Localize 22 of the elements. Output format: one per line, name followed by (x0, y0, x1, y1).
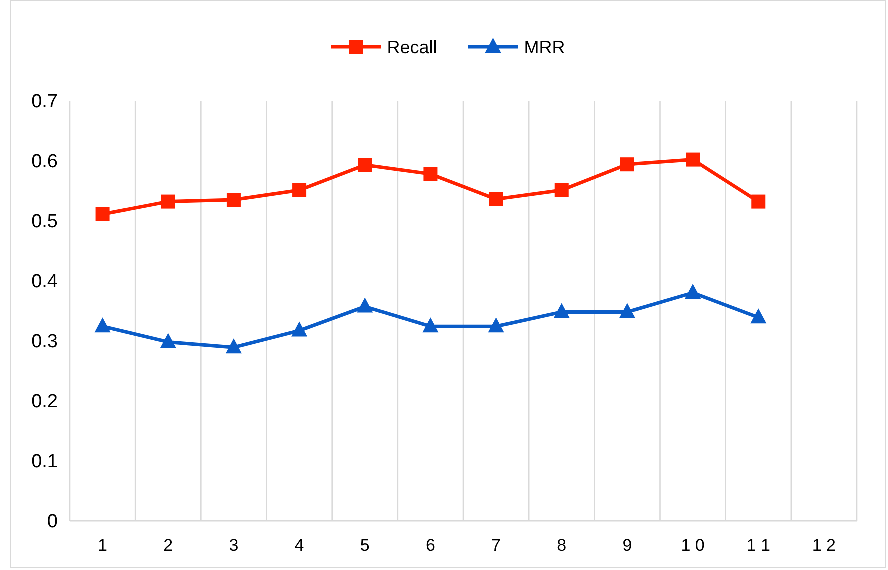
y-tick-label: 0.3 (32, 332, 58, 353)
x-tick-label: 2 (164, 536, 174, 555)
x-tick-label: 1 1 (746, 536, 770, 555)
x-tick-label: 5 (360, 536, 370, 555)
y-tick-label: 0.4 (32, 272, 58, 293)
x-tick-label: 1 2 (812, 536, 836, 555)
y-tick-label: 0.5 (32, 212, 58, 233)
x-tick-label: 8 (557, 536, 567, 555)
x-tick-label: 1 (98, 536, 108, 555)
legend-label: MRR (524, 37, 566, 58)
y-tick-label: 0.6 (32, 152, 58, 173)
x-tick-label: 7 (492, 536, 502, 555)
x-tick-label: 3 (229, 536, 239, 555)
x-tick-label: 4 (294, 536, 304, 555)
x-tick-label: 9 (622, 536, 632, 555)
x-tick-label: 1 0 (681, 536, 705, 555)
y-tick-label: 0.1 (32, 452, 58, 473)
y-tick-label: 0.7 (32, 92, 58, 113)
y-tick-label: 0.2 (32, 392, 58, 413)
legend-label: Recall (387, 37, 438, 58)
y-tick-label: 0 (47, 512, 58, 533)
x-tick-label: 6 (426, 536, 436, 555)
